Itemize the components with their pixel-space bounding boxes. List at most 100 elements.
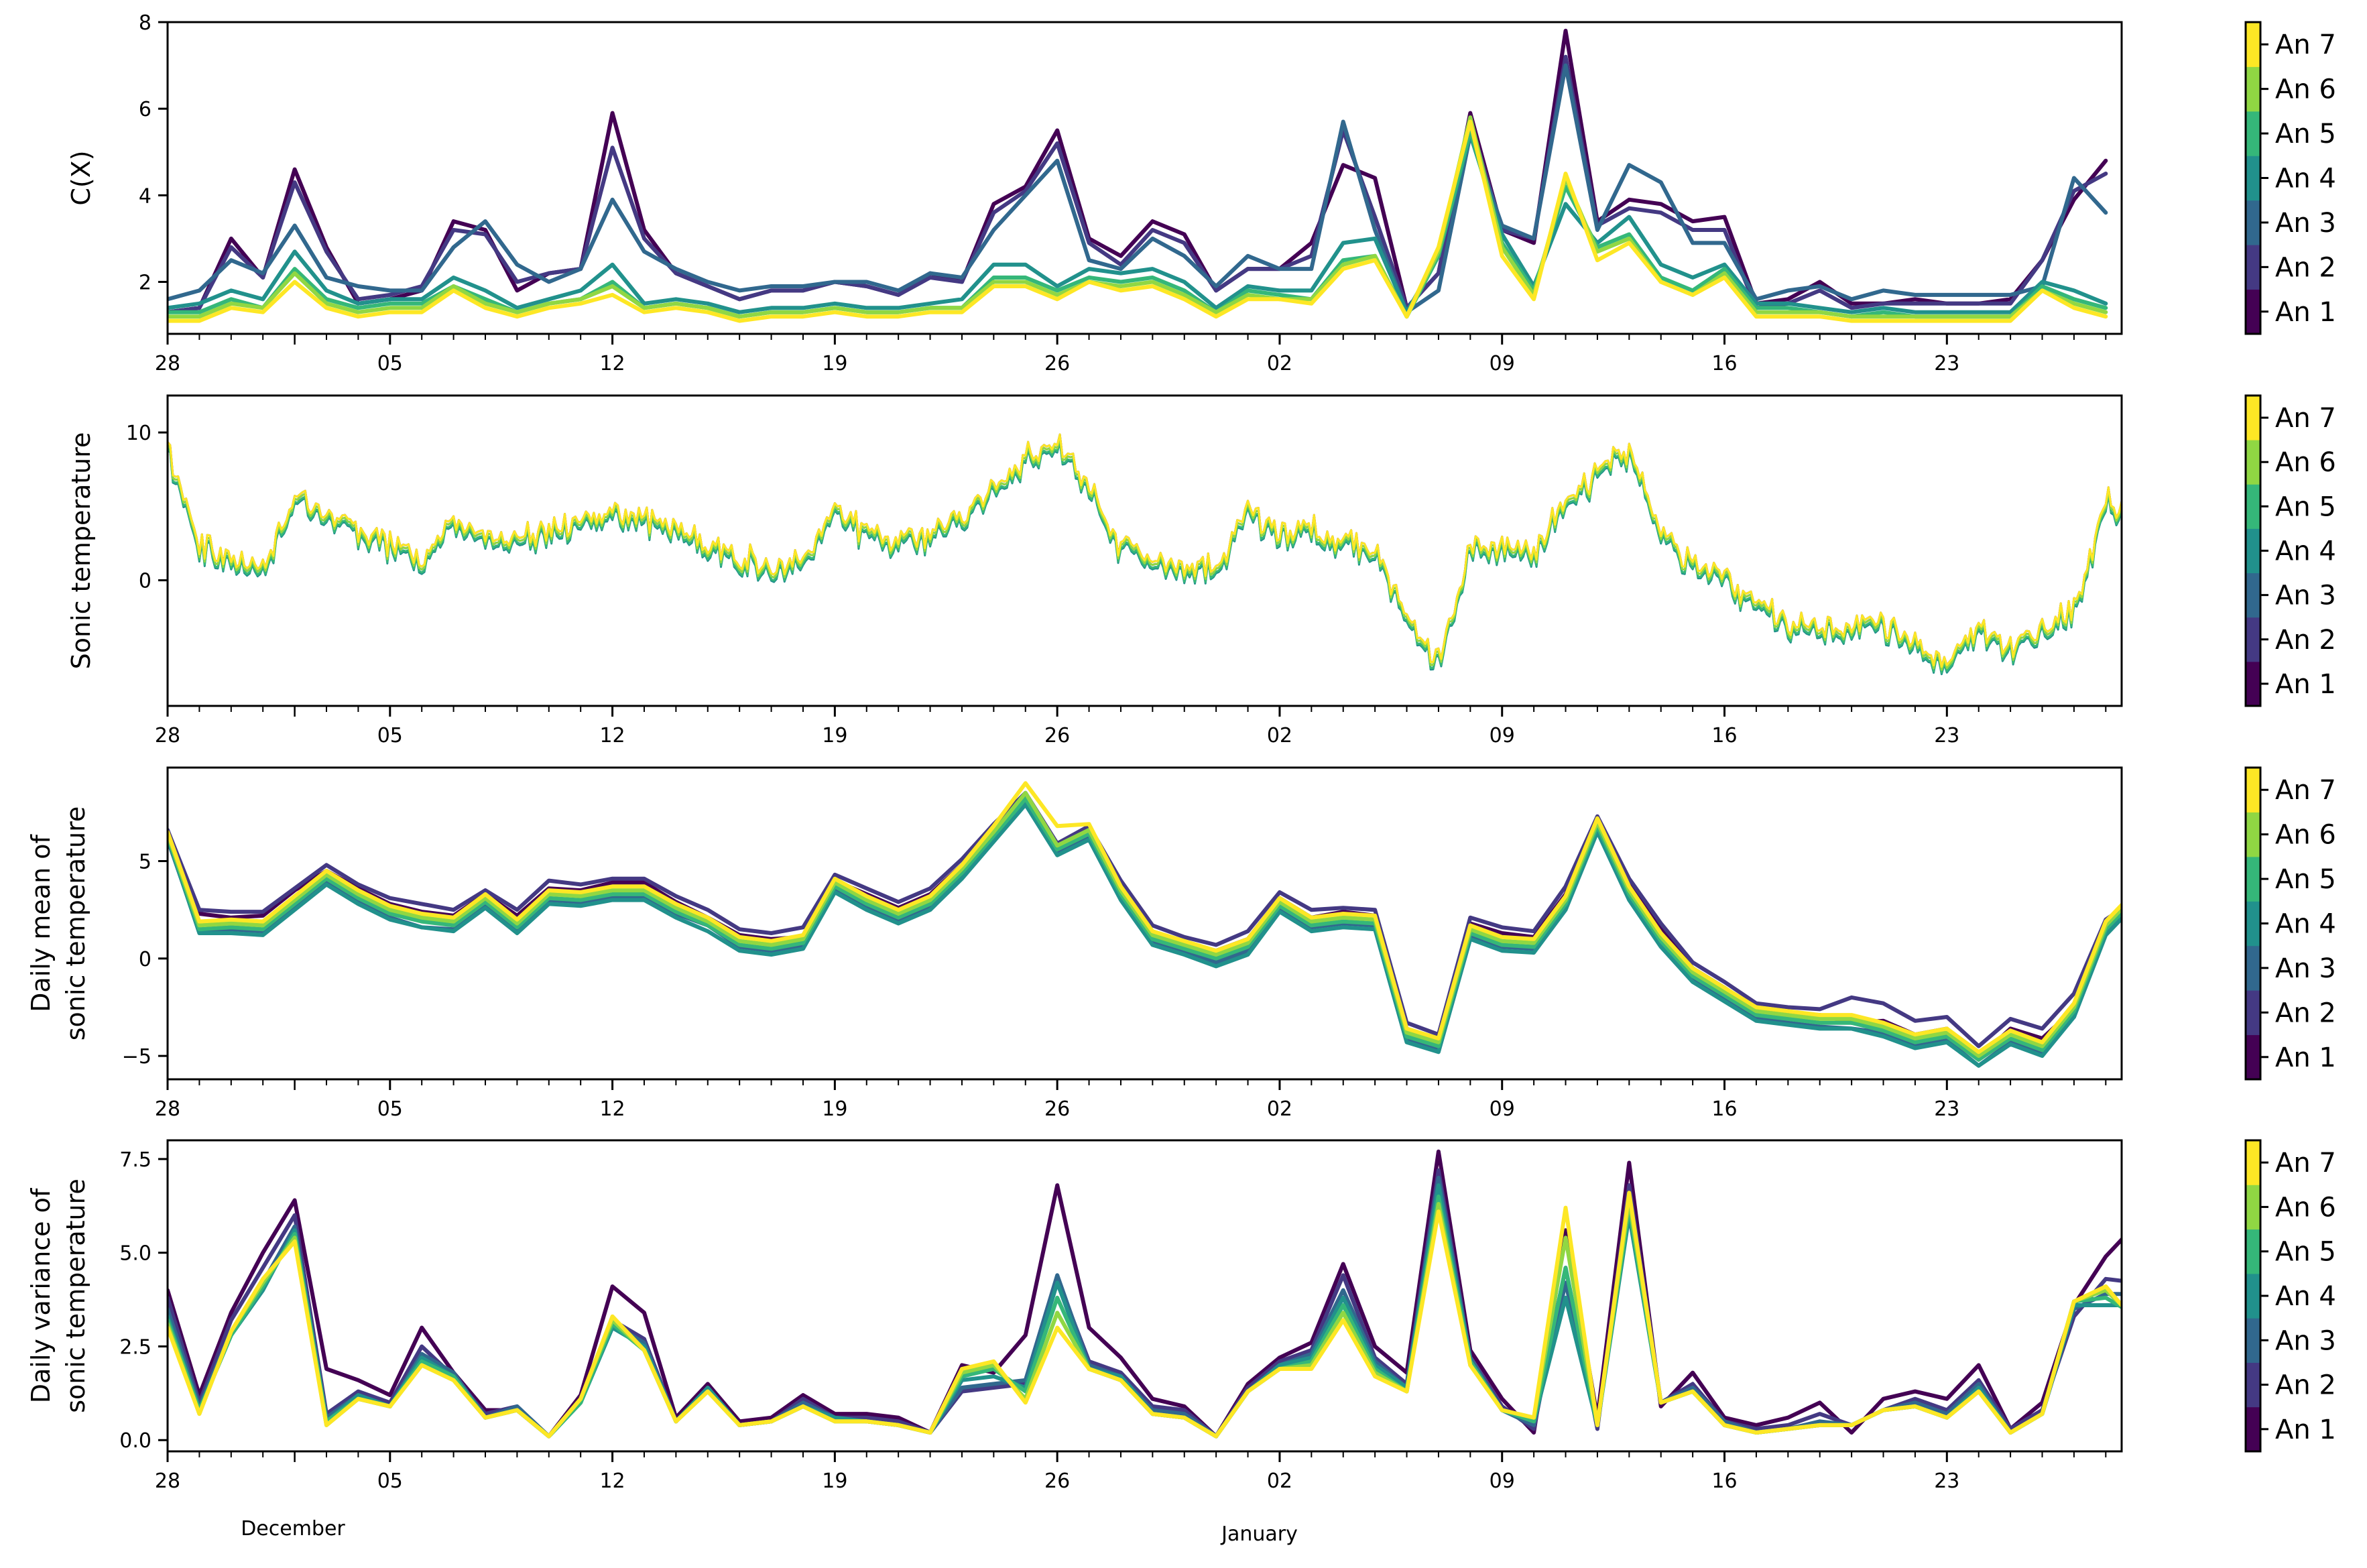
colorbar-label: An 7 — [2275, 29, 2336, 60]
y-tick-label: 10 — [126, 422, 151, 445]
x-tick-label: 02 — [1267, 1097, 1292, 1121]
colorbar-swatch — [2246, 1229, 2260, 1274]
y-axis-label: Sonic temperature — [66, 432, 96, 670]
y-tick-label: 7.5 — [119, 1148, 151, 1172]
x-tick-label: 02 — [1267, 724, 1292, 747]
x-tick-label: 28 — [155, 1097, 180, 1121]
series-line-an-7 — [168, 1191, 2122, 1439]
x-tick-label: 23 — [1934, 1097, 1959, 1121]
colorbar-label: An 1 — [2275, 1042, 2336, 1073]
series-group — [168, 781, 2122, 1068]
colorbar-swatch — [2246, 245, 2260, 290]
x-tick-label: 23 — [1934, 724, 1959, 747]
x-tick-label: 19 — [822, 352, 847, 375]
series-line-an-5 — [168, 128, 2108, 319]
colorbar-swatch — [2246, 396, 2260, 440]
series-line-an-7 — [168, 119, 2108, 323]
colorbar-swatch — [2246, 945, 2260, 991]
series-line-an-6 — [168, 115, 2108, 319]
colorbar-swatch — [2246, 1140, 2260, 1185]
colorbar-label: An 1 — [2275, 297, 2336, 328]
colorbar-swatch — [2246, 200, 2260, 245]
series-line-an-4 — [168, 132, 2108, 314]
series-line-an-7 — [168, 781, 2122, 1054]
series-line-an-3 — [168, 63, 2108, 314]
x-tick-label: 28 — [155, 724, 180, 747]
series-line-an-6 — [168, 790, 2122, 1059]
x-tick-label: 02 — [1267, 352, 1292, 375]
series-line-an-5 — [168, 796, 2122, 1062]
colorbar-swatch — [2246, 812, 2260, 857]
x-tick-label: 09 — [1490, 1469, 1515, 1493]
series-line-an-2 — [168, 54, 2108, 314]
colorbar-frame — [2244, 394, 2262, 707]
colorbar-swatch — [2246, 768, 2260, 812]
colorbar-swatch — [2246, 111, 2260, 156]
series-line-an-6 — [168, 436, 2122, 671]
x-tick-label: 26 — [1044, 352, 1070, 375]
colorbar-label: An 6 — [2275, 820, 2336, 851]
x-tick-label: 12 — [599, 1469, 625, 1493]
colorbar: An 1 An 2 An 3 An 4 An 5 An 6 An 7 — [2244, 21, 2336, 335]
x-tick-label: 16 — [1711, 1469, 1737, 1493]
x-tick-label: 19 — [822, 1097, 847, 1121]
colorbar-label: An 7 — [2275, 403, 2336, 434]
colorbar-label: An 7 — [2275, 775, 2336, 806]
colorbar-swatch — [2246, 617, 2260, 662]
colorbar-frame — [2244, 766, 2262, 1081]
x-tick-label: 26 — [1044, 724, 1070, 747]
panel-2: 0 10 28 05 12 19 26 02 09 16 23 Sonic temperature An… — [66, 394, 2336, 747]
y-axis-label: Daily variance of — [26, 1187, 56, 1403]
colorbar-swatch — [2246, 1273, 2260, 1319]
y-tick-label: 0 — [139, 948, 151, 971]
y-axis-label: C(X) — [66, 150, 96, 205]
colorbar-label: An 4 — [2275, 909, 2336, 940]
series-line-an-2 — [168, 790, 2122, 1048]
y-tick-label: 4 — [139, 184, 151, 208]
colorbar-swatch — [2246, 990, 2260, 1036]
series-line-an-5 — [168, 439, 2122, 674]
y-tick-label: 5.0 — [119, 1242, 151, 1266]
month-label-december: December — [241, 1517, 345, 1541]
series-line-an-4 — [168, 440, 2122, 676]
colorbar-label: An 7 — [2275, 1148, 2336, 1179]
x-tick-label: 23 — [1934, 1469, 1959, 1493]
plot-frame — [166, 766, 2123, 1081]
colorbar-swatch — [2246, 484, 2260, 529]
x-tick-label: 26 — [1044, 1469, 1070, 1493]
series-line-an-4 — [168, 802, 2122, 1068]
x-tick-label: 16 — [1711, 1097, 1737, 1121]
series-group — [168, 28, 2108, 323]
colorbar-label: An 2 — [2275, 998, 2336, 1028]
colorbar-frame — [2244, 1139, 2262, 1453]
colorbar-swatch — [2246, 289, 2260, 335]
colorbar-label: An 3 — [2275, 581, 2336, 611]
colorbar-swatch — [2246, 440, 2260, 485]
colorbar-swatch — [2246, 1362, 2260, 1408]
x-tick-label: 12 — [599, 1097, 625, 1121]
colorbar-label: An 4 — [2275, 164, 2336, 194]
colorbar-label: An 1 — [2275, 1414, 2336, 1445]
x-tick-label: 09 — [1490, 1097, 1515, 1121]
x-tick-label: 28 — [155, 1469, 180, 1493]
y-tick-label: −5 — [122, 1045, 151, 1069]
colorbar-label: An 2 — [2275, 625, 2336, 656]
y-tick-label: 0 — [139, 570, 151, 593]
x-tick-label: 23 — [1934, 352, 1959, 375]
x-tick-label: 05 — [377, 1469, 403, 1493]
colorbar-label: An 4 — [2275, 536, 2336, 567]
series-group — [168, 433, 2122, 676]
colorbar: An 1 An 2 An 3 An 4 An 5 An 6 An 7 — [2244, 394, 2336, 707]
colorbar-label: An 5 — [2275, 119, 2336, 149]
plot-frame — [166, 394, 2123, 707]
colorbar-swatch — [2246, 1318, 2260, 1363]
x-tick-label: 12 — [599, 352, 625, 375]
colorbar-swatch — [2246, 22, 2260, 67]
series-group — [168, 1149, 2122, 1439]
x-tick-label: 19 — [822, 1469, 847, 1493]
colorbar-label: An 5 — [2275, 491, 2336, 522]
colorbar-swatch — [2246, 901, 2260, 947]
colorbar-swatch — [2246, 1034, 2260, 1080]
